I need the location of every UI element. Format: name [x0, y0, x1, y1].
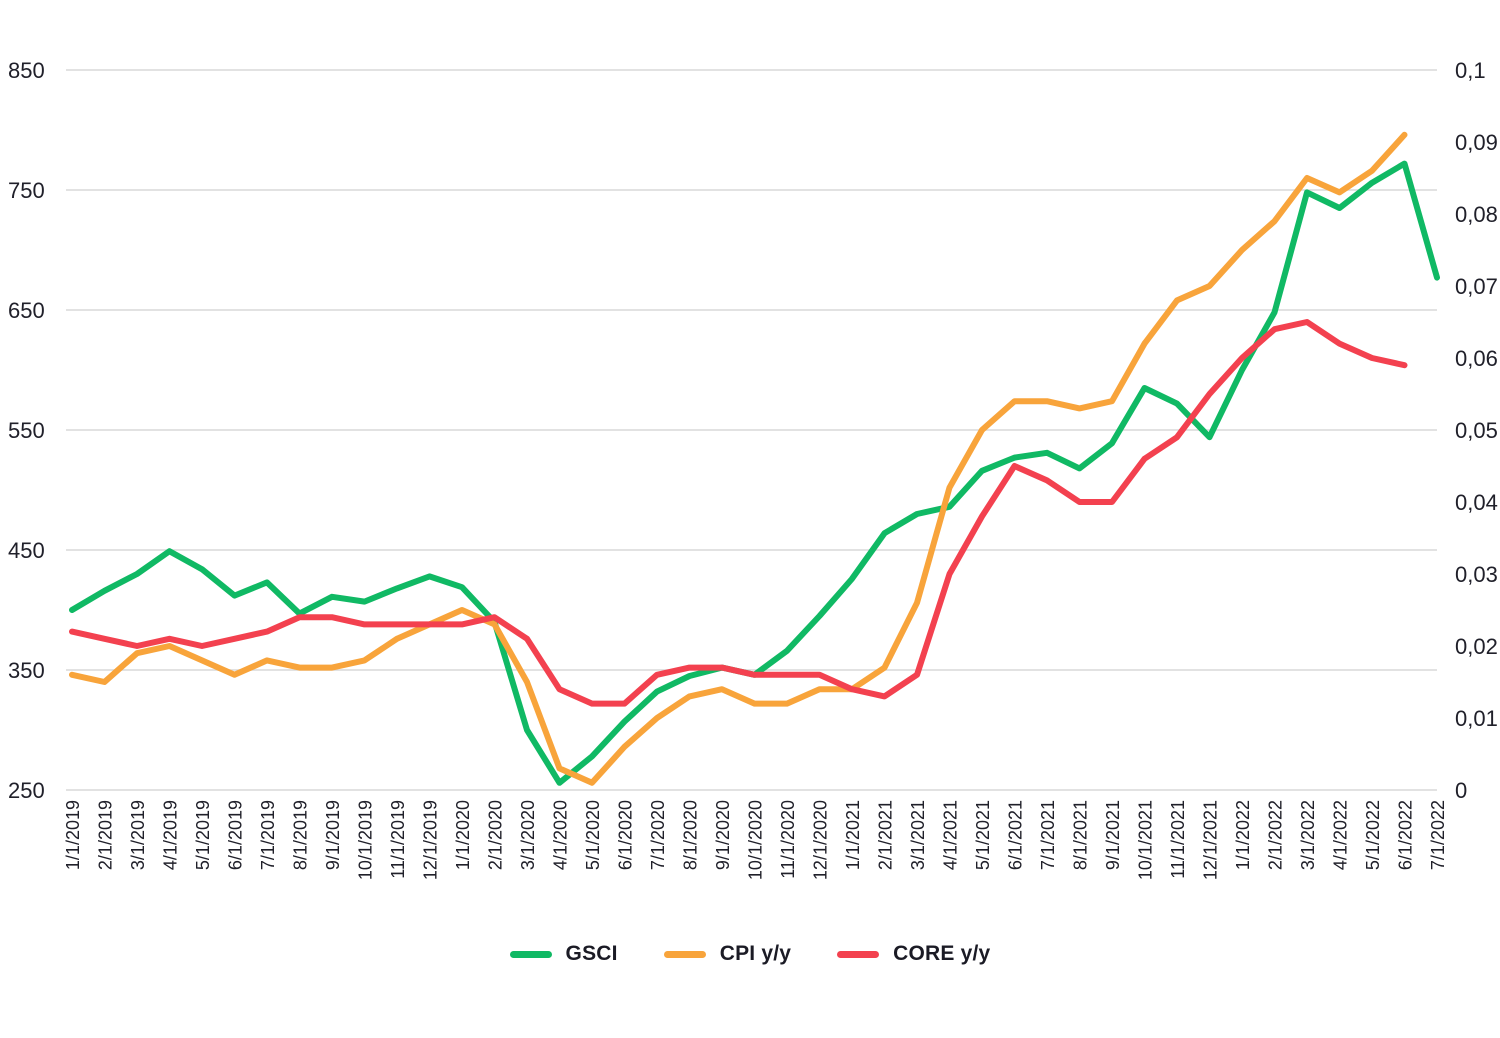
x-axis-tick-label: 9/1/2019 — [323, 800, 343, 870]
x-axis-tick-label: 8/1/2019 — [291, 800, 311, 870]
legend: GSCI CPI y/y CORE y/y — [0, 942, 1500, 966]
y-axis-right-tick-label: 0,05 — [1455, 418, 1498, 443]
x-axis-tick-label: 6/1/2022 — [1396, 800, 1416, 870]
legend-swatch — [663, 950, 706, 958]
series-line-core-y-y — [69, 319, 1408, 707]
y-axis-right-tick-label: 0,01 — [1455, 706, 1498, 731]
x-axis-tick-label: 4/1/2020 — [551, 800, 571, 870]
x-axis-tick-label: 6/1/2021 — [1006, 800, 1026, 870]
x-axis-tick-label: 8/1/2021 — [1071, 800, 1091, 870]
x-axis-tick-label: 1/1/2019 — [63, 800, 83, 870]
legend-item-gsci[interactable]: GSCI — [509, 942, 618, 966]
x-axis-tick-label: 3/1/2019 — [128, 800, 148, 870]
y-axis-right-tick-label: 0,06 — [1455, 346, 1498, 371]
y-axis-right-tick-label: 0,08 — [1455, 202, 1498, 227]
y-axis-left-tick-label: 350 — [8, 658, 45, 683]
x-axis-tick-label: 2/1/2022 — [1266, 800, 1286, 870]
y-axis-right-tick-label: 0,07 — [1455, 274, 1498, 299]
x-axis-tick-label: 4/1/2022 — [1331, 800, 1351, 870]
x-axis-tick-label: 1/1/2022 — [1233, 800, 1253, 870]
legend-item-label: GSCI — [565, 942, 618, 965]
y-axis-right-tick-label: 0,04 — [1455, 490, 1498, 515]
x-axis-tick-label: 5/1/2021 — [973, 800, 993, 870]
y-axis-right-tick-label: 0,1 — [1455, 58, 1486, 83]
x-axis-tick-label: 6/1/2020 — [616, 800, 636, 870]
y-axis-left-tick-label: 750 — [8, 178, 45, 203]
x-axis-tick-label: 5/1/2019 — [193, 800, 213, 870]
x-axis-tick-label: 10/1/2021 — [1136, 800, 1156, 880]
x-axis-tick-label: 7/1/2020 — [648, 800, 668, 870]
legend-item-label: CPI y/y — [719, 942, 792, 965]
x-axis-tick-label: 4/1/2019 — [161, 800, 181, 870]
y-axis-left-tick-label: 250 — [8, 778, 45, 803]
y-axis-right-tick-label: 0 — [1455, 778, 1467, 803]
x-axis-tick-label: 12/1/2019 — [421, 800, 441, 880]
x-axis-tick-label: 3/1/2022 — [1298, 800, 1318, 870]
x-axis-tick-label: 2/1/2021 — [876, 800, 896, 870]
legend-item-label: CORE y/y — [893, 942, 991, 965]
y-axis-right-tick-label: 0,09 — [1455, 130, 1498, 155]
x-axis-tick-label: 10/1/2019 — [356, 800, 376, 880]
x-axis-tick-label: 3/1/2021 — [908, 800, 928, 870]
legend-swatch — [509, 950, 552, 958]
x-axis-tick-label: 2/1/2019 — [96, 800, 116, 870]
y-axis-left-tick-label: 650 — [8, 298, 45, 323]
series-line-cpi-y-y — [69, 131, 1408, 786]
x-axis-tick-label: 6/1/2019 — [226, 800, 246, 870]
x-axis-tick-label: 8/1/2020 — [681, 800, 701, 870]
x-axis-tick-label: 7/1/2019 — [258, 800, 278, 870]
x-axis-tick-label: 10/1/2020 — [746, 800, 766, 880]
x-axis-tick-label: 12/1/2021 — [1201, 800, 1221, 880]
x-axis-tick-label: 1/1/2020 — [453, 800, 473, 870]
legend-item-core-y-y[interactable]: CORE y/y — [837, 942, 990, 966]
x-axis-tick-label: 9/1/2020 — [713, 800, 733, 870]
x-axis-tick-label: 5/1/2020 — [583, 800, 603, 870]
legend-swatch — [837, 950, 880, 958]
y-axis-right-tick-label: 0,02 — [1455, 634, 1498, 659]
y-axis-left-tick-label: 450 — [8, 538, 45, 563]
legend-item-cpi-y-y[interactable]: CPI y/y — [663, 942, 792, 966]
x-axis-tick-label: 11/1/2021 — [1168, 800, 1188, 879]
x-axis-tick-label: 7/1/2022 — [1428, 800, 1448, 870]
x-axis-tick-label: 9/1/2021 — [1103, 800, 1123, 870]
x-axis-tick-label: 4/1/2021 — [941, 800, 961, 870]
x-axis-tick-label: 2/1/2020 — [486, 800, 506, 870]
x-axis-tick-label: 11/1/2020 — [778, 800, 798, 879]
y-axis-left-tick-label: 850 — [8, 58, 45, 83]
x-axis-tick-label: 7/1/2021 — [1038, 800, 1058, 870]
x-axis-tick-label: 12/1/2020 — [811, 800, 831, 880]
x-axis-tick-label: 1/1/2021 — [843, 800, 863, 870]
x-axis-tick-label: 3/1/2020 — [518, 800, 538, 870]
y-axis-right-tick-label: 0,03 — [1455, 562, 1498, 587]
x-axis-tick-label: 11/1/2019 — [388, 800, 408, 879]
x-axis-tick-label: 5/1/2022 — [1363, 800, 1383, 870]
y-axis-left-tick-label: 550 — [8, 418, 45, 443]
